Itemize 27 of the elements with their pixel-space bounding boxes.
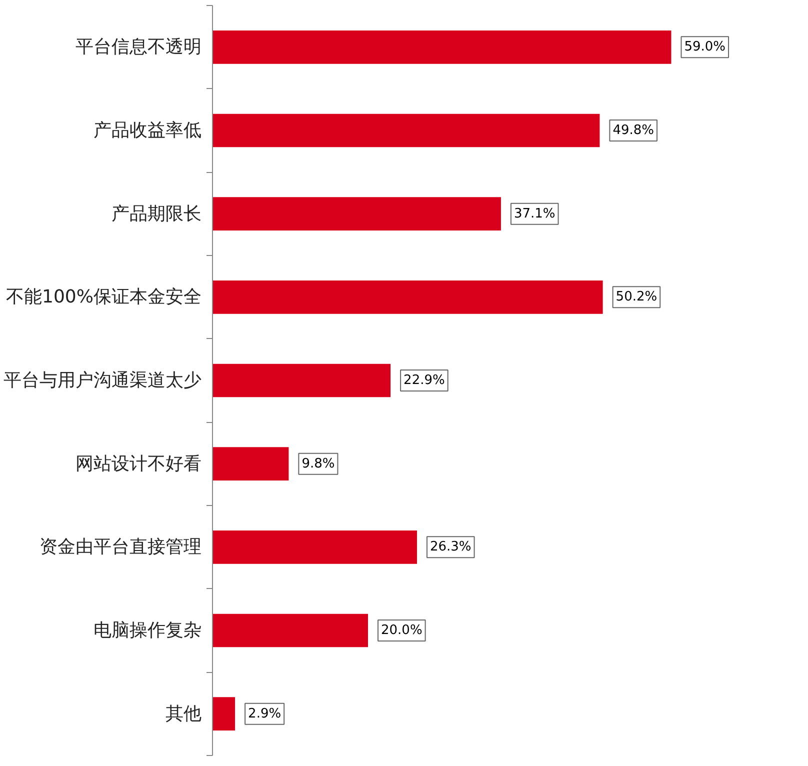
y-tick-label: 网站设计不好看 [76,453,202,474]
data-label: 59.0% [684,40,726,55]
y-tick-label: 平台信息不透明 [76,36,202,58]
y-tick-label: 产品收益率低 [94,120,202,141]
bar [212,197,501,230]
data-label: 2.9% [248,706,282,722]
data-label: 20.0% [381,623,422,638]
data-label: 37.1% [514,206,556,222]
data-label: 22.9% [404,373,445,388]
y-tick-label: 资金由平台直接管理 [40,536,202,558]
bar [212,114,600,148]
y-tick-label: 不能100%保证本金安全 [6,286,202,308]
data-label: 26.3% [430,540,472,555]
bar [212,697,236,730]
y-tick-label: 其他 [166,703,202,724]
bar [212,30,672,64]
bar [212,447,289,480]
y-tick-label: 产品期限长 [112,203,202,224]
bar [212,364,391,398]
bar [212,280,603,314]
y-tick-label: 电脑操作复杂 [94,620,202,641]
data-label: 9.8% [302,456,335,472]
data-label: 49.8% [612,123,654,138]
y-tick-label: 平台与用户沟通渠道太少 [4,370,202,391]
data-label: 50.2% [616,290,658,305]
bar [212,614,368,648]
bar [212,530,417,564]
